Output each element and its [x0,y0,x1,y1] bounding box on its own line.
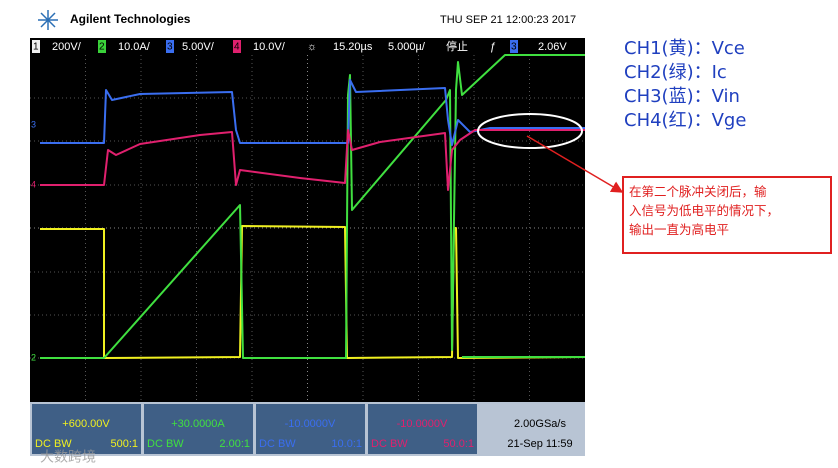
note-line: 在第二个脉冲关闭后，输 [629,184,767,199]
ch-scale: 10.0A/ [118,41,151,53]
channel-panel [32,404,141,454]
channel-offset: +600.00V [62,418,110,430]
legend-item: CH4(红)：Vge [624,110,747,131]
ch-num: 1 [33,42,39,53]
channel-coupling: DC BW [259,438,296,450]
channel-panel [368,404,477,454]
ch-scale: 5.00V/ [182,41,215,53]
legend-item: CH1(黄)：Vce [624,38,745,59]
run-state: 停止 [446,39,468,53]
trigger-symbol: ƒ [490,41,496,53]
trigger-channel: 3 [511,42,517,53]
channel-probe: 10.0:1 [331,438,362,450]
trace-ch2 [40,54,585,359]
ch-badge [233,40,241,53]
ch-num: 3 [167,42,173,53]
arrow [526,135,624,193]
logo [38,10,58,30]
channel-probe: 2.00:1 [219,438,250,450]
channel-probe: 50.0:1 [443,438,474,450]
note-line: 输出一直为高电平 [629,222,730,237]
brand: Agilent Technologies [70,12,191,26]
ch-badge [98,40,106,53]
channel-panel [144,404,253,454]
channel-coupling: DC BW [35,438,72,450]
trace-ch4 [40,129,585,191]
delay: 15.20µs [333,41,373,53]
ch-scale: 200V/ [52,41,82,53]
toolbar-items: 1 200V/ 2 10.0A/ 3 5.00V/ 4 10.0V/ ☼ 15.… [32,39,567,53]
note-box: 在第二个脉冲关闭后，输 入信号为低电平的情况下， 输出一直为高电平 [622,176,832,254]
channel-panel [256,404,365,454]
channel-offset: -10.0000V [397,418,448,430]
watermark: 大数跨境 [40,449,96,465]
trigger-level: 2.06V [538,41,567,53]
sample-rate: 2.00GSa/s [514,418,566,430]
ch-num: 4 [234,42,240,53]
channel-probe: 500:1 [110,438,138,450]
channel-coupling: DC BW [371,438,408,450]
svg-text:4: 4 [31,179,36,189]
ch-badge [166,40,174,53]
ch-badge [32,40,40,53]
trace-ch3 [40,79,585,146]
delay-icon: ☼ [307,41,317,53]
ch-scale: 10.0V/ [253,41,286,53]
channel-markers: 3 4 2 [31,119,36,362]
ch-badge [510,40,518,53]
svg-text:2: 2 [31,352,36,362]
svg-text:3: 3 [31,119,36,129]
ch-num: 2 [99,42,105,53]
channel-offset: +30.0000A [171,418,225,430]
highlight-ellipse [477,113,583,149]
channel-offset: -10.0000V [285,418,336,430]
note-line: 入信号为低电平的情况下， [629,203,780,218]
timestamp: THU SEP 21 12:00:23 2017 [440,14,576,26]
capture-date: 21-Sep 11:59 [507,438,572,450]
legend-item: CH2(绿)：Ic [624,62,727,83]
channel-coupling: DC BW [147,438,184,450]
legend-item: CH3(蓝)：Vin [624,86,740,107]
timebase: 5.000µ/ [388,41,426,53]
